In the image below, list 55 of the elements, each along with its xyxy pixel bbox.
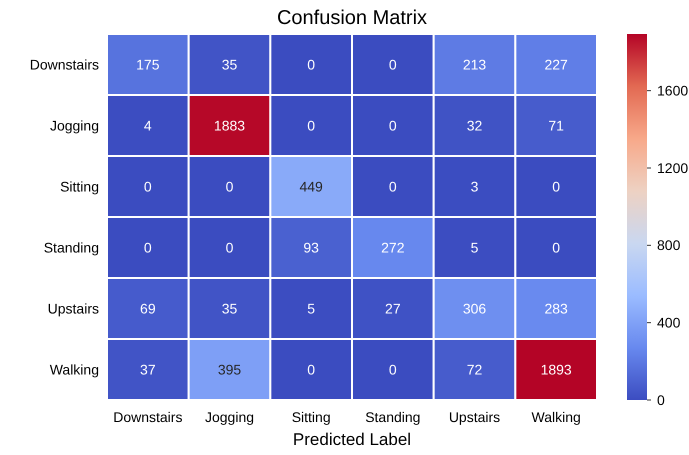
data-label: 0 [307, 117, 316, 134]
data-label: 0 [552, 239, 560, 256]
chart-title: Confusion Matrix [276, 7, 428, 29]
y-tick-label: Downstairs [30, 56, 99, 72]
data-label: 0 [226, 239, 234, 256]
data-label: 213 [462, 56, 486, 72]
x-tick-label: Upstairs [448, 409, 500, 425]
color-bar-label: 400 [657, 314, 681, 331]
data-label: 32 [466, 117, 482, 134]
data-label: 283 [544, 300, 568, 316]
data-label: 72 [466, 361, 482, 378]
data-label: 35 [222, 56, 238, 72]
data-label: 0 [226, 178, 234, 194]
data-label: 0 [307, 56, 316, 72]
data-label: 0 [388, 178, 397, 194]
data-label: 0 [307, 361, 316, 378]
color-bar-label: 0 [657, 392, 665, 408]
y-tick-label: Standing [44, 239, 99, 256]
data-label: 5 [470, 239, 479, 256]
data-label: 1893 [540, 361, 572, 378]
data-label: 306 [462, 300, 486, 316]
data-label: 1883 [214, 117, 246, 134]
color-bar-label: 1200 [657, 160, 688, 176]
color-bar-label: 800 [657, 237, 681, 254]
data-label: 0 [388, 117, 397, 134]
x-tick-label: Standing [365, 409, 420, 425]
data-label: 3 [470, 178, 479, 194]
data-label: 71 [548, 117, 564, 134]
x-tick-label: Sitting [292, 409, 331, 425]
data-label: 227 [544, 56, 568, 72]
data-label: 35 [222, 300, 238, 316]
data-label: 69 [140, 300, 156, 316]
y-tick-label: Walking [50, 361, 99, 378]
data-label: 5 [307, 300, 316, 316]
data-label: 175 [136, 56, 160, 72]
data-label: 4 [144, 117, 152, 134]
data-label: 272 [381, 239, 405, 256]
data-label: 0 [552, 178, 560, 194]
data-label: 27 [385, 300, 401, 316]
data-label: 0 [144, 178, 152, 194]
data-label: 0 [388, 361, 397, 378]
data-label: 395 [218, 361, 242, 378]
data-label: 0 [388, 56, 397, 72]
x-tick-label: Walking [532, 409, 581, 425]
data-label: 0 [144, 239, 152, 256]
x-tick-label: Jogging [204, 409, 254, 425]
x-axis-title: Predicted Label [292, 430, 412, 449]
x-tick-label: Downstairs [113, 409, 182, 425]
y-tick-label: Sitting [60, 178, 99, 194]
color-bar-label: 1600 [657, 82, 688, 99]
data-label: 93 [303, 239, 320, 256]
data-label: 449 [299, 178, 324, 194]
y-tick-label: Jogging [50, 117, 99, 134]
y-tick-label: Upstairs [48, 300, 99, 316]
data-label: 37 [140, 361, 156, 378]
